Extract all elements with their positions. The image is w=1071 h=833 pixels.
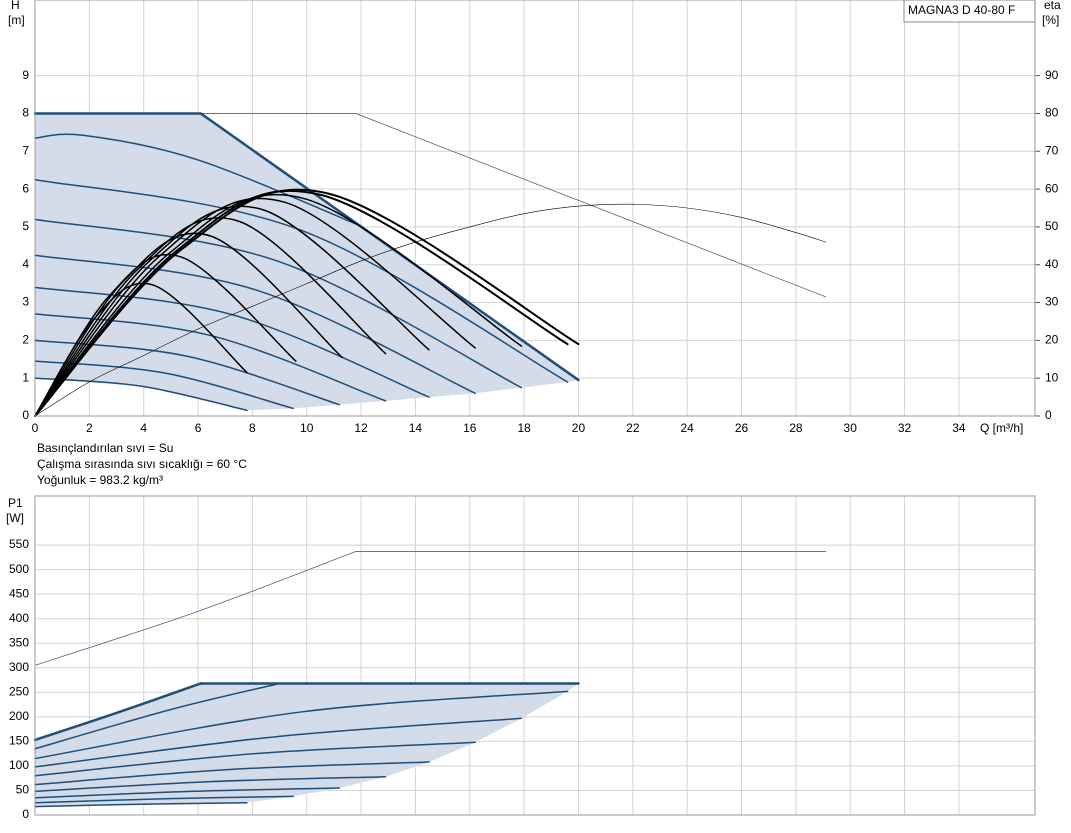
curve <box>34 203 827 417</box>
curve <box>34 682 281 750</box>
curve <box>34 717 523 768</box>
y-tick-label: 8 <box>22 106 29 120</box>
area <box>35 113 579 411</box>
plot-frame <box>34 495 1036 816</box>
curve <box>34 205 430 417</box>
x-tick-label: 20 <box>572 421 586 435</box>
y-tick-label: 4 <box>22 257 29 271</box>
y2-tick-label: 50 <box>1045 219 1059 233</box>
y-tick-label: 200 <box>9 709 29 723</box>
curve <box>34 133 362 227</box>
y-unit: [W] <box>6 511 24 525</box>
y-tick-label: 450 <box>9 586 29 600</box>
y2-tick-label: 20 <box>1045 333 1059 347</box>
x-tick-label: 18 <box>517 421 531 435</box>
y2-tick-label: 30 <box>1045 295 1059 309</box>
area <box>35 683 579 807</box>
y2-tick-label: 0 <box>1045 408 1052 422</box>
curve <box>34 313 387 402</box>
y-tick-label: 1 <box>22 370 29 384</box>
annotation: Çalışma sırasında sıvı sıcaklığı = 60 °C <box>37 457 247 471</box>
y-tick-label: 5 <box>22 219 29 233</box>
chart-title: MAGNA3 D 40-80 F <box>908 3 1015 17</box>
x-tick-label: 16 <box>463 421 477 435</box>
curve <box>33 682 203 742</box>
y-tick-label: 2 <box>22 333 29 347</box>
x-tick-label: 8 <box>249 421 256 435</box>
curve <box>34 741 476 777</box>
x-tick-label: 4 <box>140 421 147 435</box>
curve <box>34 551 357 666</box>
y2-tick-label: 70 <box>1045 143 1059 157</box>
y2-tick-label: 40 <box>1045 257 1059 271</box>
x-tick-label: 0 <box>32 421 39 435</box>
x-tick-label: 12 <box>354 421 368 435</box>
y-tick-label: 7 <box>22 143 29 157</box>
x-tick-label: 24 <box>680 421 694 435</box>
y-tick-label: 400 <box>9 611 29 625</box>
y-tick-label: 550 <box>9 537 29 551</box>
y2-tick-label: 80 <box>1045 106 1059 120</box>
curve <box>34 690 569 760</box>
x-tick-label: 14 <box>409 421 423 435</box>
y-tick-label: 3 <box>22 295 29 309</box>
curve <box>34 795 294 804</box>
y-tick-label: 500 <box>9 562 29 576</box>
y-tick-label: 100 <box>9 758 29 772</box>
y2-tick-label: 90 <box>1045 68 1059 82</box>
x-tick-label: 26 <box>735 421 749 435</box>
y-unit: [m] <box>8 13 25 27</box>
y-tick-label: 150 <box>9 734 29 748</box>
x-label: Q [m³/h] <box>980 421 1023 435</box>
x-tick-label: 6 <box>195 421 202 435</box>
y2-unit: [%] <box>1042 13 1059 27</box>
y2-label: eta <box>1044 0 1061 12</box>
y2-tick-label: 60 <box>1045 181 1059 195</box>
y-tick-label: 9 <box>22 68 29 82</box>
x-tick-label: 22 <box>626 421 640 435</box>
x-tick-label: 2 <box>86 421 93 435</box>
curve <box>34 193 523 417</box>
curve <box>34 178 569 383</box>
y-tick-label: 250 <box>9 684 29 698</box>
y-tick-label: 350 <box>9 635 29 649</box>
curve <box>34 787 341 799</box>
curve <box>34 218 523 389</box>
curve <box>33 112 580 382</box>
annotation: Yoğunluk = 983.2 kg/m³ <box>37 473 163 487</box>
x-tick-label: 28 <box>789 421 803 435</box>
annotation: Basınçlandırılan sıvı = Su <box>37 441 173 455</box>
x-tick-label: 30 <box>844 421 858 435</box>
curve <box>34 188 580 417</box>
y-tick-label: 300 <box>9 660 29 674</box>
y-label: P1 <box>8 496 23 510</box>
y-tick-label: 0 <box>22 408 29 422</box>
curve <box>34 761 430 786</box>
y-tick-label: 50 <box>16 783 30 797</box>
y-tick-label: 0 <box>22 807 29 821</box>
y-tick-label: 6 <box>22 181 29 195</box>
plot-frame <box>34 0 1036 417</box>
curve <box>34 189 569 417</box>
curve <box>34 254 476 395</box>
x-tick-label: 34 <box>952 421 966 435</box>
curve <box>34 339 341 406</box>
curve <box>34 197 476 417</box>
curve <box>34 775 387 793</box>
x-tick-label: 10 <box>300 421 314 435</box>
x-tick-label: 32 <box>898 421 912 435</box>
curve <box>34 801 248 808</box>
y-label: H <box>11 0 20 12</box>
y2-tick-label: 10 <box>1045 370 1059 384</box>
title-box <box>903 0 1036 23</box>
